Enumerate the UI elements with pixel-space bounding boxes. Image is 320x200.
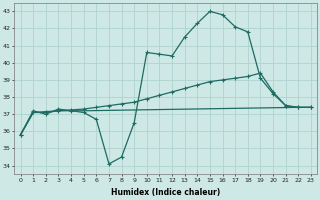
X-axis label: Humidex (Indice chaleur): Humidex (Indice chaleur) [111, 188, 220, 197]
